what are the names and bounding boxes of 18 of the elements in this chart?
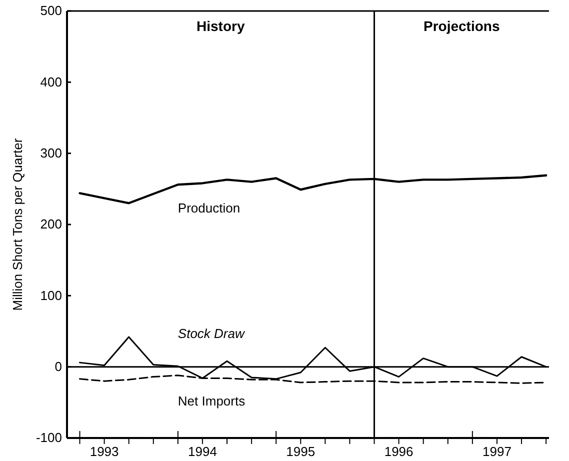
x-tick-label: 1997	[482, 444, 512, 460]
x-tick-label: 1995	[286, 444, 316, 460]
y-tick-label: 0	[54, 358, 62, 374]
x-tick-label: 1996	[384, 444, 414, 460]
x-tick-label: 1993	[90, 444, 119, 460]
y-tick-label: 200	[40, 216, 62, 232]
x-tick-label: 1994	[188, 444, 217, 460]
y-tick-label: -100	[36, 430, 62, 446]
series-label: Net Imports	[178, 393, 246, 408]
series-label: Production	[178, 200, 240, 216]
series-label: Stock Draw	[178, 326, 246, 342]
y-axis-title: Million Short Tons per Quarter	[10, 138, 25, 311]
annotation: Projections	[424, 18, 500, 34]
y-tick-label: 300	[40, 145, 62, 160]
y-tick-label: 100	[40, 288, 62, 303]
annotation: History	[196, 18, 245, 34]
y-tick-label: 400	[40, 74, 62, 90]
y-tick-label: 500	[40, 3, 62, 18]
